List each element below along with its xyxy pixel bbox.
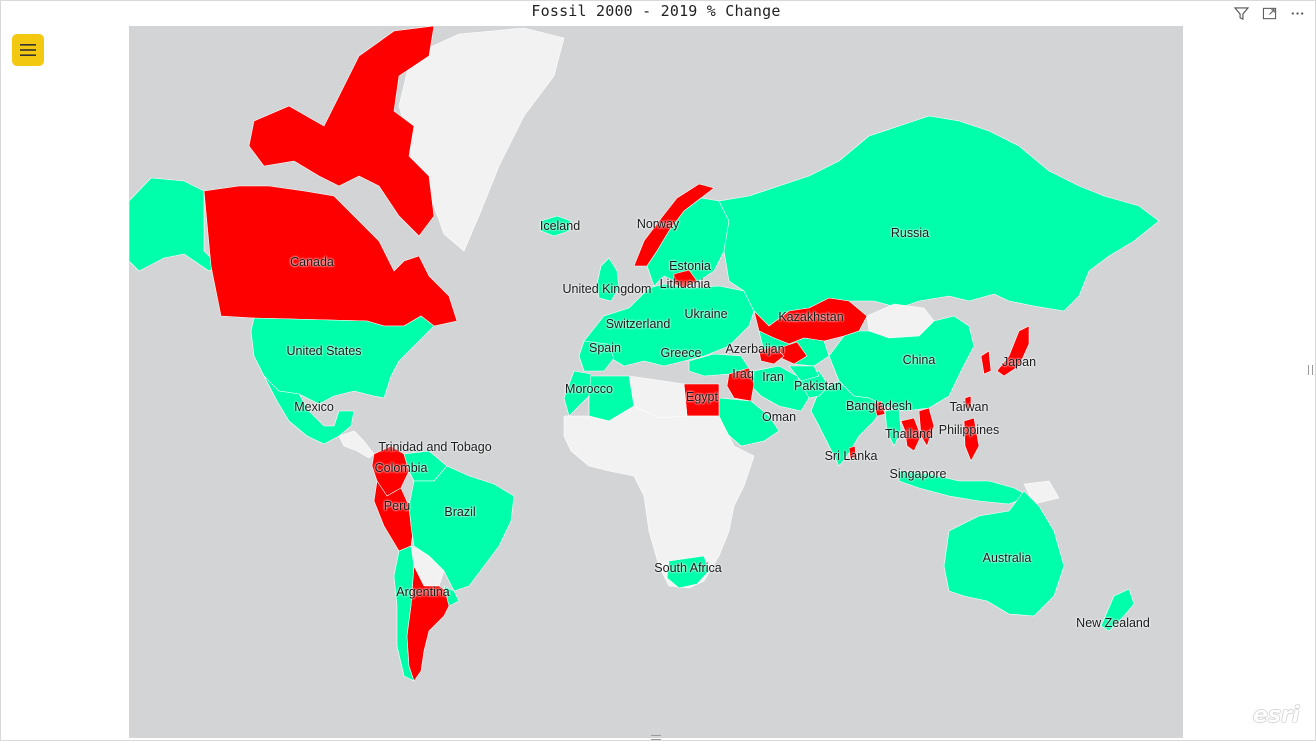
resize-handle-right[interactable] bbox=[1308, 365, 1313, 375]
country-spain bbox=[578, 340, 615, 372]
country-iceland bbox=[540, 215, 572, 237]
country-central-america bbox=[338, 430, 375, 459]
country-philippines bbox=[963, 417, 980, 462]
country-new-zealand bbox=[1100, 588, 1135, 632]
country-morocco bbox=[563, 370, 592, 417]
country-russia bbox=[718, 115, 1160, 327]
country-sri-lanka bbox=[848, 445, 857, 459]
filter-icon[interactable] bbox=[1233, 5, 1249, 21]
country-japan bbox=[996, 325, 1030, 377]
map-canvas[interactable]: Canada United States Mexico Trinidad and… bbox=[129, 26, 1183, 738]
country-canada-islands bbox=[248, 26, 435, 237]
country-uruguay bbox=[443, 585, 460, 607]
country-korea bbox=[980, 350, 992, 375]
country-myanmar bbox=[884, 407, 902, 447]
country-iran bbox=[750, 365, 810, 412]
country-brazil bbox=[408, 465, 515, 592]
visual-header-icons bbox=[1233, 5, 1305, 21]
resize-handle-bottom[interactable] bbox=[651, 735, 661, 740]
hamburger-menu-icon bbox=[20, 44, 36, 56]
esri-powered-by: POWERED BY bbox=[1260, 700, 1297, 706]
visual-title: Fossil 2000 - 2019 % Change bbox=[531, 2, 781, 20]
country-india bbox=[810, 380, 885, 467]
esri-logo: POWERED BY esri bbox=[1253, 700, 1300, 728]
country-taiwan bbox=[964, 395, 972, 409]
country-australia bbox=[943, 490, 1065, 617]
country-united-kingdom bbox=[596, 257, 620, 302]
country-vietnam bbox=[918, 407, 935, 447]
country-south-africa bbox=[666, 555, 710, 589]
country-afghanistan bbox=[788, 365, 820, 382]
hamburger-menu-button[interactable] bbox=[12, 34, 44, 66]
country-greenland bbox=[398, 27, 565, 252]
country-egypt bbox=[683, 383, 720, 417]
country-indonesia bbox=[898, 470, 1030, 505]
country-thailand bbox=[900, 417, 922, 452]
focus-mode-icon[interactable] bbox=[1261, 5, 1277, 21]
country-africa bbox=[563, 405, 755, 589]
country-mexico bbox=[263, 375, 355, 445]
esri-brand: esri bbox=[1253, 703, 1300, 728]
world-map[interactable] bbox=[129, 26, 1183, 738]
country-azerbaijan bbox=[758, 345, 785, 365]
country-lithuania bbox=[673, 269, 698, 289]
country-argentina bbox=[406, 565, 455, 682]
more-options-icon[interactable] bbox=[1289, 5, 1305, 21]
